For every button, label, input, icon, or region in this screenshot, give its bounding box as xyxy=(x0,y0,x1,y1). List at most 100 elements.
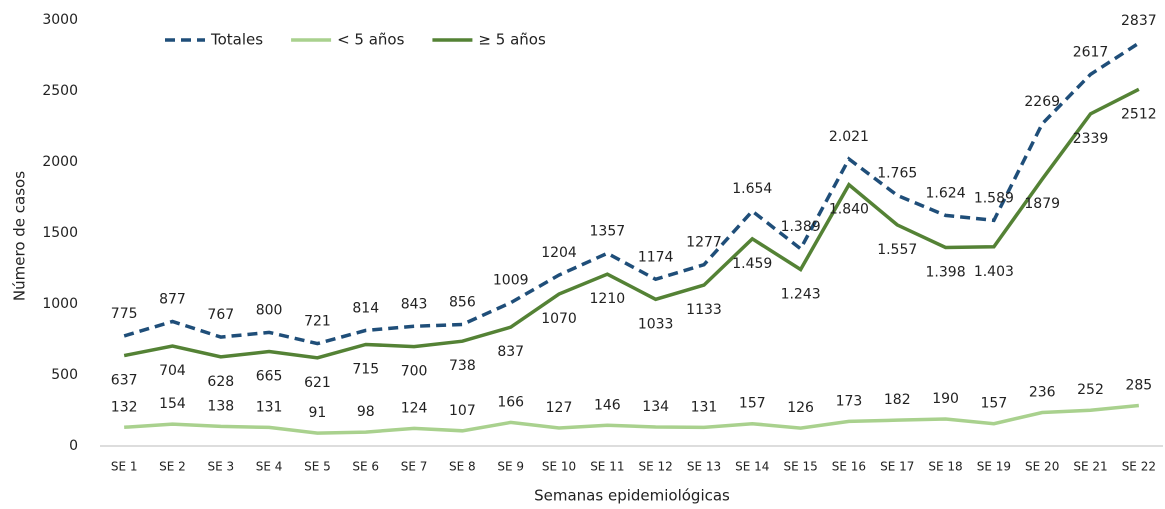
data-label: 665 xyxy=(256,369,283,385)
x-tick-label: SE 4 xyxy=(256,460,283,474)
data-label: 190 xyxy=(932,391,959,407)
data-label: 704 xyxy=(159,363,186,379)
data-label: 775 xyxy=(111,306,138,322)
legend-label: Totales xyxy=(210,31,263,49)
data-label: 1357 xyxy=(590,223,626,239)
data-label: 157 xyxy=(981,396,1008,412)
x-tick-label: SE 5 xyxy=(304,460,331,474)
x-tick-label: SE 2 xyxy=(159,460,186,474)
data-label: 877 xyxy=(159,291,186,307)
data-label: 837 xyxy=(497,344,524,360)
x-tick-label: SE 12 xyxy=(639,460,673,474)
data-label: 1.840 xyxy=(829,202,869,218)
x-tick-label: SE 10 xyxy=(542,460,576,474)
data-label: 127 xyxy=(546,400,573,416)
data-label: 721 xyxy=(304,314,331,330)
x-tick-label: SE 17 xyxy=(880,460,914,474)
data-label: 628 xyxy=(207,374,234,390)
data-label: 1.243 xyxy=(781,286,821,302)
y-tick-label: 2500 xyxy=(42,83,78,99)
data-label: 252 xyxy=(1077,382,1104,398)
data-label: 1.654 xyxy=(732,181,772,197)
data-label: 166 xyxy=(497,394,524,410)
series-line xyxy=(123,87,1140,360)
data-label: 1277 xyxy=(686,235,722,251)
data-label: 2512 xyxy=(1121,106,1157,122)
data-label: 182 xyxy=(884,392,911,408)
data-label: 146 xyxy=(594,397,621,413)
data-label: 1.398 xyxy=(926,264,966,280)
data-label: 715 xyxy=(352,361,379,377)
data-label: 1.389 xyxy=(781,219,821,235)
data-label: 1174 xyxy=(638,249,674,265)
y-tick-label: 3000 xyxy=(42,12,78,28)
data-label: 1070 xyxy=(541,311,577,327)
data-label: 1.765 xyxy=(877,165,917,181)
data-label: 1210 xyxy=(590,291,626,307)
y-axis-title: Número de casos xyxy=(11,171,29,301)
x-tick-label: SE 18 xyxy=(928,460,962,474)
x-tick-label: SE 3 xyxy=(207,460,234,474)
data-label: 285 xyxy=(1125,378,1152,394)
data-label: 1.459 xyxy=(732,256,772,272)
data-label: 1.403 xyxy=(974,264,1014,280)
x-tick-label: SE 6 xyxy=(352,460,379,474)
data-label: 621 xyxy=(304,375,331,391)
x-tick-label: SE 14 xyxy=(735,460,769,474)
data-label: 2.021 xyxy=(829,129,869,145)
data-label: 2617 xyxy=(1073,44,1109,60)
x-tick-label: SE 8 xyxy=(449,460,476,474)
data-label: 1.624 xyxy=(926,185,966,201)
data-label: 700 xyxy=(401,364,428,380)
y-tick-label: 2000 xyxy=(42,154,78,170)
x-tick-label: SE 16 xyxy=(832,460,866,474)
data-label: 1133 xyxy=(686,302,722,318)
data-label: 236 xyxy=(1029,384,1056,400)
x-tick-label: SE 20 xyxy=(1025,460,1059,474)
data-label: 738 xyxy=(449,358,476,374)
series-line xyxy=(124,403,1140,435)
data-label: 1.589 xyxy=(974,190,1014,206)
data-label: 131 xyxy=(256,399,283,415)
y-tick-label: 500 xyxy=(51,367,78,383)
y-tick-label: 0 xyxy=(69,438,78,454)
x-tick-label: SE 22 xyxy=(1122,460,1156,474)
data-label: 1204 xyxy=(541,245,577,261)
data-label: 138 xyxy=(207,398,234,414)
legend-label: ≥ 5 años xyxy=(478,31,546,49)
data-label: 1033 xyxy=(638,316,674,332)
legend-label: < 5 años xyxy=(337,31,405,49)
data-label: 856 xyxy=(449,294,476,310)
data-label: 124 xyxy=(401,400,428,416)
x-tick-label: SE 13 xyxy=(687,460,721,474)
data-label: 91 xyxy=(309,405,327,421)
y-tick-label: 1500 xyxy=(42,225,78,241)
data-label: 1009 xyxy=(493,273,529,289)
data-label: 2339 xyxy=(1073,131,1109,147)
x-tick-label: SE 19 xyxy=(977,460,1011,474)
data-label: 98 xyxy=(357,404,375,420)
data-label: 800 xyxy=(256,302,283,318)
data-label: 157 xyxy=(739,396,766,412)
x-tick-label: SE 15 xyxy=(783,460,817,474)
data-label: 637 xyxy=(111,373,138,389)
data-label: 1.557 xyxy=(877,242,917,258)
y-tick-label: 1000 xyxy=(42,296,78,312)
data-label: 1879 xyxy=(1024,196,1060,212)
data-label: 173 xyxy=(836,393,863,409)
data-label: 767 xyxy=(207,307,234,323)
x-tick-label: SE 21 xyxy=(1073,460,1107,474)
data-label: 154 xyxy=(159,396,186,412)
data-label: 131 xyxy=(691,399,718,415)
data-label: 843 xyxy=(401,296,428,312)
x-tick-label: SE 1 xyxy=(111,460,138,474)
x-tick-label: SE 11 xyxy=(590,460,624,474)
x-axis-title: Semanas epidemiológicas xyxy=(534,487,730,505)
x-tick-label: SE 9 xyxy=(497,460,524,474)
data-label: 107 xyxy=(449,403,476,419)
data-label: 132 xyxy=(111,399,138,415)
data-label: 814 xyxy=(352,300,379,316)
data-label: 134 xyxy=(642,399,669,415)
data-label: 2269 xyxy=(1024,94,1060,110)
